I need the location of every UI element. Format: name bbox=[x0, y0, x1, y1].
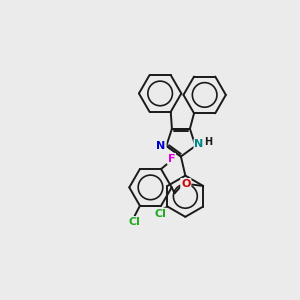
Text: H: H bbox=[204, 137, 212, 147]
Text: F: F bbox=[168, 154, 175, 164]
Text: N: N bbox=[156, 141, 166, 151]
Text: O: O bbox=[181, 179, 190, 189]
Text: Cl: Cl bbox=[154, 208, 166, 219]
Text: Cl: Cl bbox=[129, 217, 140, 227]
Text: N: N bbox=[194, 140, 204, 149]
